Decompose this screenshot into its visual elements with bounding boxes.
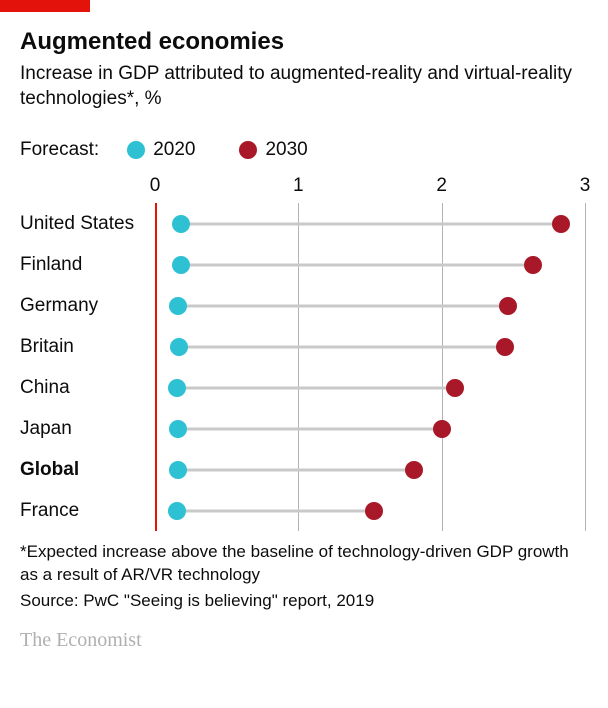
chart: 0 1 2 3 United States Finland Germany Britain C… xyxy=(20,175,588,531)
accent-bar xyxy=(0,0,90,12)
connector-line xyxy=(177,386,455,389)
chart-subtitle: Increase in GDP attributed to augmented-… xyxy=(20,62,588,111)
dot-2020 xyxy=(169,461,187,479)
chart-row: France xyxy=(20,490,588,531)
dot-2030 xyxy=(524,256,542,274)
x-axis: 0 1 2 3 xyxy=(20,175,588,203)
legend-dot-2030 xyxy=(239,141,257,159)
chart-row: Germany xyxy=(20,285,588,326)
axis-tick: 2 xyxy=(436,175,447,197)
row-label: Global xyxy=(20,459,79,481)
chart-row: Britain xyxy=(20,326,588,367)
chart-row: Finland xyxy=(20,244,588,285)
legend-dot-2020 xyxy=(127,141,145,159)
source: Source: PwC "Seeing is believing" report… xyxy=(20,591,588,611)
plot-area: United States Finland Germany Britain China J… xyxy=(20,203,588,531)
connector-line xyxy=(178,304,508,307)
dot-2030 xyxy=(365,502,383,520)
row-label: Japan xyxy=(20,418,72,440)
brand: The Economist xyxy=(20,629,588,652)
legend: Forecast: 2020 2030 xyxy=(20,139,588,161)
row-label: United States xyxy=(20,213,134,235)
dot-2030 xyxy=(405,461,423,479)
axis-tick: 3 xyxy=(580,175,591,197)
legend-label: Forecast: xyxy=(20,139,99,161)
dot-2030 xyxy=(496,338,514,356)
dot-2020 xyxy=(170,338,188,356)
footnote: *Expected increase above the baseline of… xyxy=(20,541,588,587)
chart-card: Augmented economies Increase in GDP attr… xyxy=(0,0,608,652)
dot-2020 xyxy=(168,502,186,520)
dot-2030 xyxy=(499,297,517,315)
connector-line xyxy=(178,468,415,471)
chart-row: Global xyxy=(20,449,588,490)
legend-item-2030: 2030 xyxy=(265,139,307,161)
chart-title: Augmented economies xyxy=(20,28,588,56)
axis-tick: 1 xyxy=(293,175,304,197)
connector-line xyxy=(178,427,442,430)
row-label: Finland xyxy=(20,254,82,276)
dot-2030 xyxy=(433,420,451,438)
row-label: France xyxy=(20,500,79,522)
connector-line xyxy=(177,509,375,512)
chart-row: United States xyxy=(20,203,588,244)
dot-2020 xyxy=(168,379,186,397)
row-label: Germany xyxy=(20,295,98,317)
dot-2020 xyxy=(172,215,190,233)
legend-item-2020: 2020 xyxy=(153,139,195,161)
dot-2020 xyxy=(172,256,190,274)
connector-line xyxy=(179,345,504,348)
connector-line xyxy=(181,222,561,225)
chart-row: Japan xyxy=(20,408,588,449)
dot-2020 xyxy=(169,420,187,438)
row-label: China xyxy=(20,377,70,399)
chart-row: China xyxy=(20,367,588,408)
dot-2030 xyxy=(552,215,570,233)
dot-2020 xyxy=(169,297,187,315)
axis-tick: 0 xyxy=(150,175,161,197)
dot-2030 xyxy=(446,379,464,397)
connector-line xyxy=(181,263,534,266)
row-label: Britain xyxy=(20,336,74,358)
